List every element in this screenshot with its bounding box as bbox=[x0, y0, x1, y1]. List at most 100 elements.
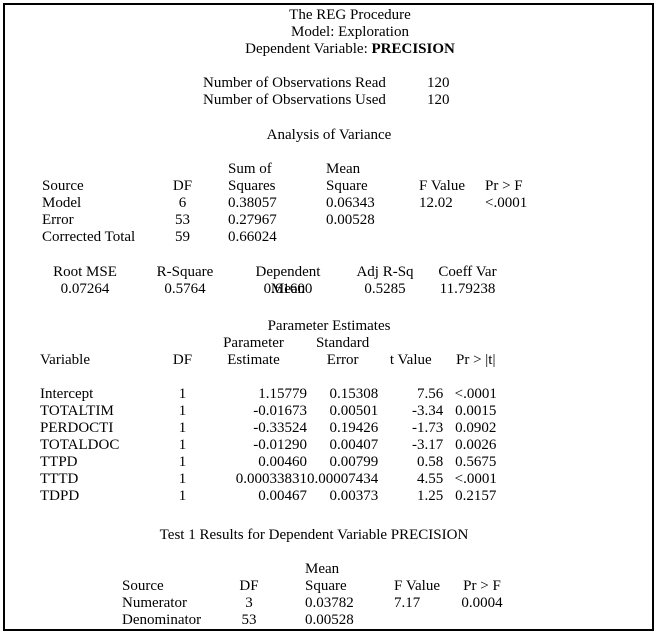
table-cell bbox=[485, 161, 558, 178]
table-cell: 0.00407 bbox=[329, 437, 379, 453]
test1-header-pr-f: Pr > F bbox=[463, 578, 501, 594]
pe-header-parameter: Parameter bbox=[223, 335, 284, 351]
test1-header-f-value: F Value bbox=[394, 578, 440, 594]
parameter-estimates-table: Parameter Standard Variable DF Estimate … bbox=[40, 335, 508, 505]
anova-table: Sum of Mean Source DF Squares Square F V… bbox=[42, 161, 558, 246]
table-cell bbox=[40, 369, 508, 386]
table-cell: 3 bbox=[245, 595, 253, 611]
table-cell: -0.01290 bbox=[253, 437, 307, 453]
fit-stat-label: Dependent Mean bbox=[255, 264, 321, 297]
table-cell: TDPD bbox=[40, 488, 80, 504]
table-cell: -1.73 bbox=[412, 420, 444, 436]
table-cell: 0.5675 bbox=[455, 454, 497, 470]
anova-header-source: Source bbox=[42, 178, 84, 194]
table-cell: 7.56 bbox=[417, 386, 444, 402]
table-row: Denominator 53 0.00528 bbox=[122, 612, 506, 629]
table-cell: -3.17 bbox=[412, 437, 444, 453]
fit-stat-label: Adj R-Sq bbox=[356, 264, 414, 280]
table-cell: 1 bbox=[178, 488, 187, 504]
anova-header-f-value: F Value bbox=[419, 178, 465, 194]
table-cell: <.0001 bbox=[454, 471, 497, 487]
observations-used-value: 120 bbox=[427, 92, 450, 108]
table-cell: 0.00007434 bbox=[307, 471, 379, 487]
fit-stat-label: R-Square bbox=[156, 264, 214, 280]
table-cell: 0.38057 bbox=[228, 195, 277, 211]
table-cell: 0.19426 bbox=[329, 420, 379, 436]
anova-section-title: Analysis of Variance bbox=[266, 127, 392, 143]
test1-header-mean: Mean bbox=[305, 561, 340, 577]
table-row: Corrected Total 59 0.66024 bbox=[42, 229, 558, 246]
test1-header-df: DF bbox=[239, 578, 259, 594]
table-cell bbox=[458, 612, 506, 629]
table-cell: Numerator bbox=[122, 595, 187, 611]
table-row: PERDOCTI 1 -0.33524 0.19426 -1.73 0.0902 bbox=[40, 420, 508, 437]
table-cell bbox=[419, 229, 485, 246]
observations-read-label: Number of Observations Read bbox=[203, 75, 386, 91]
pe-header-row-top: Parameter Standard bbox=[40, 335, 508, 352]
table-cell bbox=[360, 561, 458, 578]
table-cell: 1 bbox=[178, 454, 187, 470]
table-cell: 0.00373 bbox=[329, 488, 379, 504]
table-row: Numerator 3 0.03782 7.17 0.0004 bbox=[122, 595, 506, 612]
report-title-procedure: The REG Procedure bbox=[289, 7, 411, 23]
pe-header-estimate: Estimate bbox=[227, 352, 280, 368]
table-cell: 0.0015 bbox=[455, 403, 497, 419]
fit-stat-value: 0.5285 bbox=[364, 281, 406, 297]
test1-section-title: Test 1 Results for Dependent Variable PR… bbox=[159, 527, 469, 543]
test1-header-row: Source DF Square F Value Pr > F bbox=[122, 578, 506, 595]
anova-header-row: Source DF Squares Square F Value Pr > F bbox=[42, 178, 558, 195]
pe-header-t-value: t Value bbox=[389, 352, 432, 368]
fit-stat-value: 0.61600 bbox=[263, 281, 313, 297]
anova-header-mean: Mean bbox=[326, 161, 361, 177]
pe-header-df: DF bbox=[172, 352, 193, 368]
fit-stat-value: 0.07264 bbox=[60, 281, 110, 297]
table-cell: TOTALTIM bbox=[40, 403, 114, 419]
table-row: TOTALDOC 1 -0.01290 0.00407 -3.17 0.0026 bbox=[40, 437, 508, 454]
table-cell: <.0001 bbox=[454, 386, 497, 402]
anova-header-row-top: Sum of Mean bbox=[42, 161, 558, 178]
report-header: The REG Procedure Model: Exploration Dep… bbox=[21, 7, 658, 58]
table-cell: Denominator bbox=[122, 612, 202, 628]
fit-stat-value: 11.79238 bbox=[439, 281, 496, 297]
table-cell: 1 bbox=[178, 471, 187, 487]
table-cell: 1 bbox=[178, 437, 187, 453]
anova-header-squares: Squares bbox=[228, 178, 276, 194]
anova-header-df: DF bbox=[172, 178, 193, 194]
anova-header-pr-f: Pr > F bbox=[485, 178, 523, 194]
table-cell: 4.55 bbox=[417, 471, 444, 487]
pe-header-variable: Variable bbox=[40, 352, 90, 368]
test1-header-row-top: Mean bbox=[122, 561, 506, 578]
table-cell: TOTALDOC bbox=[40, 437, 120, 453]
table-cell: 12.02 bbox=[419, 195, 453, 211]
table-cell bbox=[458, 561, 506, 578]
fit-stat-value: 0.5764 bbox=[164, 281, 206, 297]
table-cell: 1 bbox=[178, 420, 187, 436]
spacer-row bbox=[40, 369, 508, 386]
pe-header-standard: Standard bbox=[315, 335, 370, 351]
report-title-model: Model: Exploration bbox=[291, 24, 409, 40]
table-cell bbox=[419, 212, 485, 229]
table-cell: 0.27967 bbox=[228, 212, 277, 228]
table-cell bbox=[165, 335, 200, 352]
table-cell: 0.00460 bbox=[258, 454, 307, 470]
fit-stat-label: Coeff Var bbox=[438, 264, 497, 280]
pe-header-row: Variable DF Estimate Error t Value Pr > … bbox=[40, 352, 508, 369]
table-cell bbox=[360, 612, 458, 629]
table-cell: 6 bbox=[178, 195, 187, 211]
table-cell: 1.15779 bbox=[258, 386, 307, 402]
table-row: TOTALTIM 1 -0.01673 0.00501 -3.34 0.0015 bbox=[40, 403, 508, 420]
table-cell: -0.01673 bbox=[253, 403, 307, 419]
observations-read-value: 120 bbox=[427, 75, 450, 91]
table-cell: 0.15308 bbox=[329, 386, 379, 402]
table-cell: 0.0004 bbox=[461, 595, 503, 611]
table-cell: 0.00467 bbox=[258, 488, 307, 504]
table-cell: 0.0026 bbox=[455, 437, 497, 453]
report-title-dependent-variable: Dependent Variable: PRECISION bbox=[21, 41, 658, 58]
test1-table: Mean Source DF Square F Value Pr > F Num… bbox=[122, 561, 506, 629]
dependent-variable-label: Dependent Variable: bbox=[245, 41, 372, 57]
table-cell: 0.58 bbox=[417, 454, 444, 470]
table-cell bbox=[326, 229, 419, 246]
table-cell: -0.33524 bbox=[253, 420, 307, 436]
table-cell: Error bbox=[42, 212, 74, 228]
